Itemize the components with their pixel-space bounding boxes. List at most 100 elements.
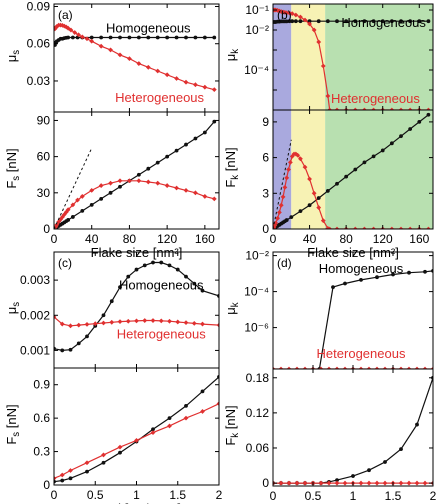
x-tick-label: 0	[51, 488, 58, 502]
series-annotation-heterogeneous: Heterogeneous	[115, 90, 204, 105]
data-point	[287, 19, 292, 24]
data-point	[307, 21, 312, 27]
data-point	[414, 480, 420, 486]
data-point	[399, 134, 403, 139]
data-point	[406, 366, 412, 369]
data-point	[84, 36, 90, 42]
data-point	[366, 480, 372, 486]
data-point	[342, 480, 348, 486]
data-point	[183, 188, 189, 193]
y-tick-label: 10⁻⁴	[244, 63, 269, 77]
data-point	[407, 270, 411, 275]
data-point	[56, 219, 62, 225]
data-point	[298, 209, 303, 214]
data-point	[200, 389, 205, 394]
data-point	[136, 172, 141, 177]
y-tick-label: 10⁻¹	[245, 3, 269, 17]
series-guide-line	[273, 139, 292, 229]
x-tick-label: 80	[123, 232, 137, 246]
data-point	[430, 366, 433, 369]
data-point	[167, 318, 172, 324]
data-point	[359, 278, 363, 282]
data-point	[298, 19, 303, 24]
data-point	[211, 196, 217, 202]
data-point	[99, 35, 104, 40]
data-point	[127, 56, 132, 62]
data-point	[316, 205, 322, 210]
data-point	[352, 107, 358, 110]
data-point	[307, 203, 312, 208]
series-homogeneous	[54, 35, 217, 47]
panel-c-top: 0.001 0.002 0.003 μs (c) Homogeneous Heterogen…	[4, 251, 220, 369]
data-point	[134, 438, 139, 443]
y-axis-label: Fs [nN]	[4, 148, 22, 188]
regime-band-1	[273, 110, 292, 229]
data-point	[118, 285, 122, 290]
data-point	[158, 318, 164, 324]
data-point	[63, 24, 69, 30]
x-tick-label: 2	[216, 488, 223, 502]
panel-label: (b)	[277, 8, 292, 22]
data-point	[391, 272, 395, 277]
data-point	[174, 35, 179, 40]
data-point	[295, 152, 301, 158]
x-tick-label: 0.5	[87, 488, 104, 502]
y-tick-label: 9	[262, 115, 269, 129]
data-point	[414, 366, 420, 369]
data-point	[85, 334, 89, 339]
data-point	[273, 223, 278, 228]
y-tick-label: 0.03	[27, 74, 51, 88]
data-point	[89, 35, 94, 40]
x-tick-label: 160	[409, 232, 429, 246]
data-point	[287, 159, 293, 165]
data-point	[286, 167, 291, 172]
data-point	[174, 76, 179, 81]
panel-d-top: 10⁻⁶ 10⁻⁴ 10⁻² μk (d) Homogeneous Heterogeneou…	[223, 249, 434, 370]
y-axis-label: Fs [nN]	[4, 404, 22, 444]
y-tick-label: 90	[37, 113, 51, 127]
data-point	[318, 366, 324, 369]
axes-frame	[272, 368, 434, 487]
data-point	[302, 366, 308, 369]
series-heterogeneous	[273, 366, 433, 369]
data-point	[200, 409, 205, 414]
data-point	[84, 322, 90, 327]
data-point	[159, 260, 164, 265]
data-point	[327, 226, 333, 229]
data-point	[343, 281, 347, 286]
data-point	[108, 190, 113, 195]
y-tick-label: 0.06	[246, 441, 270, 455]
series-line	[54, 180, 215, 229]
data-point	[126, 274, 131, 279]
data-point	[342, 366, 348, 369]
y-tick-label: 3	[262, 186, 269, 200]
series-homogeneous	[54, 260, 219, 353]
data-point	[326, 480, 332, 486]
data-point	[117, 319, 123, 324]
data-point	[389, 226, 395, 229]
data-point	[367, 468, 371, 473]
data-point	[398, 366, 404, 369]
data-point	[184, 274, 188, 279]
data-point	[383, 460, 387, 464]
data-point	[344, 174, 349, 179]
data-point	[334, 366, 340, 369]
y-axis-label: μk	[223, 49, 241, 62]
series-annotation-homogeneous: Homogeneous	[119, 277, 204, 292]
y-tick-label: 0.003	[20, 273, 50, 287]
y-tick-label: 0	[262, 222, 269, 236]
data-point	[358, 480, 364, 486]
data-point	[164, 72, 170, 78]
series-line	[54, 121, 215, 229]
data-point	[101, 313, 106, 318]
data-point	[150, 430, 156, 436]
data-point	[358, 366, 364, 369]
data-point	[193, 35, 198, 40]
data-point	[362, 226, 367, 229]
data-point	[117, 444, 123, 450]
y-tick-label: 0.002	[20, 308, 50, 322]
data-point	[68, 323, 73, 329]
data-point	[202, 35, 207, 40]
